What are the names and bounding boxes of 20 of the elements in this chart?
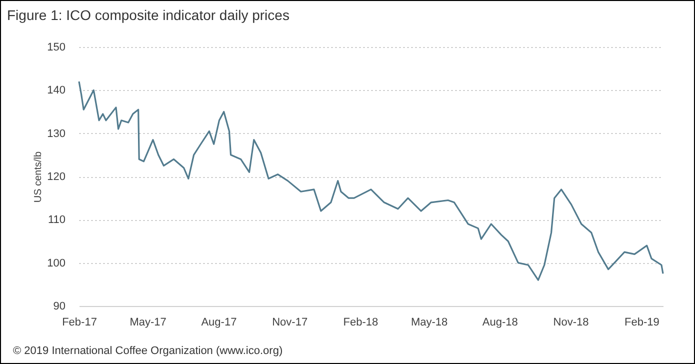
- x-tick-label: Aug-17: [201, 316, 237, 328]
- chart-title: Figure 1: ICO composite indicator daily prices: [7, 7, 290, 23]
- y-tick-label: 130: [47, 128, 66, 140]
- y-tick-label: 90: [53, 300, 66, 312]
- text: © 2019 International Coffee Organization (www.ico.org): [13, 345, 283, 357]
- x-tick-label: Feb-18: [343, 316, 378, 328]
- x-tick-label: Nov-18: [553, 316, 589, 328]
- y-tick-label: 120: [47, 171, 66, 183]
- y-axis-title: US cents/lb: [33, 151, 44, 203]
- x-tick-label: Feb-17: [62, 316, 97, 328]
- x-tick-label: Nov-17: [272, 316, 308, 328]
- y-tick-label: 110: [48, 214, 66, 226]
- x-tick-label: Feb-19: [624, 316, 660, 328]
- line-series: [78, 80, 664, 281]
- y-tick-label: 140: [47, 84, 66, 97]
- x-tick-label: Aug-18: [482, 316, 518, 328]
- x-tick-label: May-17: [130, 316, 166, 328]
- y-tick-label: 100: [47, 257, 66, 270]
- y-tick-label: 150: [47, 42, 66, 54]
- x-tick-label: May-18: [410, 316, 448, 328]
